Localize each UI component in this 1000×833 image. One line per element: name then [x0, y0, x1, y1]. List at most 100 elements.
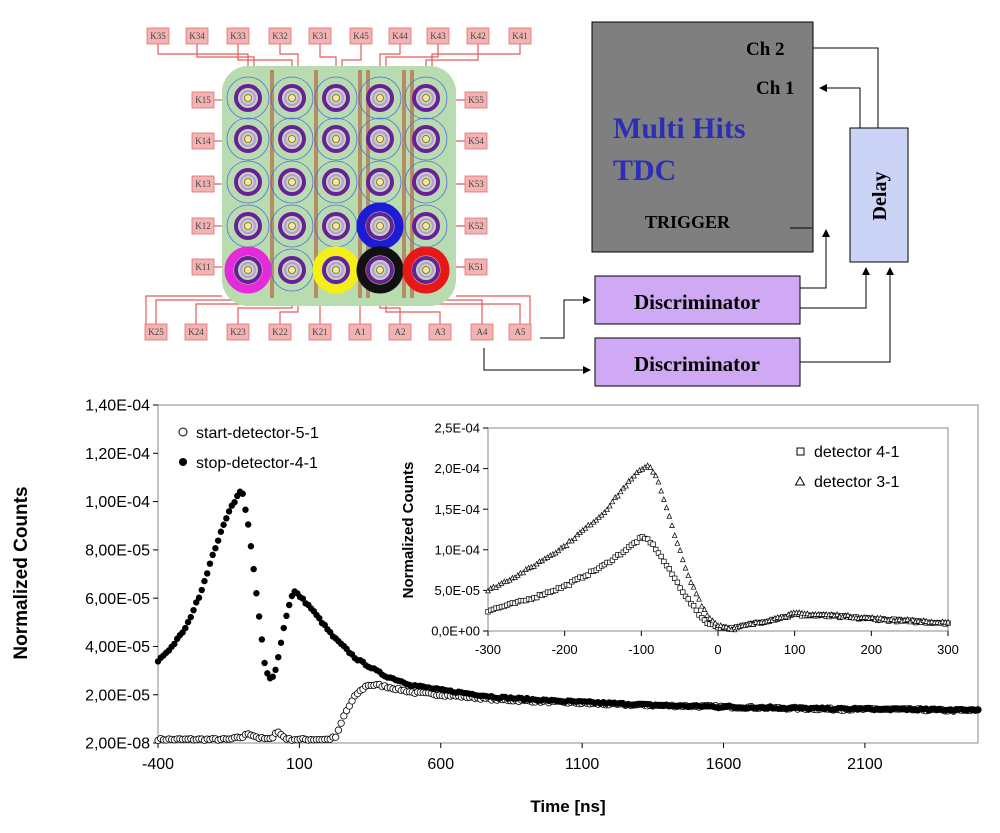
detector-r5-c1-ring — [234, 256, 262, 284]
detector-r1-c2-core — [288, 94, 296, 102]
detector-r5-c1-core — [244, 266, 252, 274]
inset-s2-point-69 — [671, 532, 678, 538]
discriminator-bottom-box — [594, 337, 801, 387]
pad-top-K45-label: K45 — [353, 31, 369, 41]
pad-top-K33-label: K33 — [230, 31, 246, 41]
inset-s1-point-18 — [534, 594, 540, 601]
main-s2-point-37 — [255, 613, 263, 620]
pad-bottom-A3-label: A3 — [435, 327, 446, 337]
inset-s2-point-13 — [520, 569, 527, 576]
detector-r4-c3-inner-ring — [328, 218, 344, 234]
wire-top-K32 — [279, 44, 299, 70]
detector-r1-c4-core — [376, 94, 384, 102]
detector-r2-c1-ring — [234, 125, 262, 153]
main-s2-point-300 — [974, 706, 982, 714]
inset-s1-point-65 — [661, 558, 667, 565]
detector-r2-c1-inner-ring — [240, 131, 256, 147]
inset-s2-point-36 — [582, 524, 589, 531]
detector-r1-c1-outline — [226, 76, 270, 120]
detector-r2-c2-core — [288, 135, 296, 143]
inset-ytick-label-0: 0,0E+00 — [431, 624, 480, 639]
main-s2-point-6 — [171, 640, 178, 648]
pad-bottom-K25-label: K25 — [148, 327, 164, 337]
detector-r2-c3-inner-ring — [328, 131, 344, 147]
main-s2-point-39 — [261, 659, 268, 667]
pad-top-K42-box — [466, 27, 490, 45]
main-s2-point-11 — [184, 618, 192, 626]
inset-s1-point-30 — [566, 582, 572, 588]
inset-s2-point-51 — [623, 482, 629, 489]
inset-s2-point-62 — [652, 472, 659, 479]
detector-r2-c4-inner-ring — [372, 131, 388, 147]
main-s1-point-67 — [337, 719, 345, 727]
main-s2-point-44 — [275, 653, 282, 661]
pad-bottom-A4-label: A4 — [477, 327, 488, 337]
inset-s1-point-37 — [585, 572, 591, 578]
legend-label-start-detector: start-detector-5-1 — [196, 425, 319, 442]
wire-frame-left — [145, 295, 222, 332]
inset-s2-point-81 — [704, 611, 711, 618]
legend-marker-start-detector — [178, 427, 188, 437]
detector-r3-c5-inner-ring — [418, 174, 434, 190]
detector-r3-c4-ring — [366, 168, 394, 196]
inset-plot-frame — [487, 427, 949, 632]
inset-axis-ticks: 0,0E+00 5,0E-05 1,0E-04 1,5E-04 2,0E-04 2,5E-… — [431, 421, 959, 657]
ch1-label: Ch 1 — [756, 78, 795, 99]
detector-r5-c1-inner-ring — [240, 262, 256, 278]
inset-s2-point-155 — [904, 616, 911, 622]
main-s2-point-26 — [225, 508, 233, 515]
inset-s2-point-46 — [609, 498, 616, 505]
inset-s2-point-71 — [677, 547, 683, 553]
pad-top-K33-box — [226, 27, 250, 45]
pad-left-K15-box — [191, 91, 215, 109]
detector-r1-c1-ring — [234, 84, 262, 112]
inset-s2-point-32 — [571, 535, 578, 541]
main-s2-point-13 — [190, 606, 197, 614]
detector-r5-c4-highlight-ring — [356, 246, 404, 294]
detector-r2-c5-core — [422, 135, 430, 143]
pad-left-K12-label: K12 — [195, 221, 211, 231]
main-s2-point-46 — [280, 624, 287, 632]
inset-xtick-label-0: -300 — [475, 642, 501, 657]
pad-top-K43-label: K43 — [430, 31, 446, 41]
inset-s2-point-78 — [696, 595, 702, 602]
detector-r2-c1-outline — [226, 117, 270, 161]
inset-s1-point-46 — [609, 557, 616, 563]
inset-xtick-label-1: -200 — [552, 642, 578, 657]
main-s1-point-65 — [332, 733, 340, 741]
discriminator-bottom-label: Discriminator — [634, 352, 760, 376]
signal-lines — [483, 47, 894, 374]
inset-s2-point-129 — [834, 611, 840, 617]
inset-xtick-label-3: 0 — [714, 642, 721, 657]
inset-s2-point-83 — [709, 617, 716, 624]
main-xtick-label-2: 600 — [427, 756, 454, 773]
pad-right-K53-box — [464, 175, 488, 193]
inset-s2-point-59 — [644, 462, 651, 469]
legend-label-stop-detector: stop-detector-4-1 — [196, 455, 318, 472]
pad-right-K52-label: K52 — [468, 221, 484, 231]
detector-r1-c3-ring — [322, 84, 350, 112]
inset-s2-point-53 — [628, 475, 635, 482]
main-s2-point-34 — [247, 543, 255, 550]
detector-grid — [224, 76, 450, 294]
inset-s2-point-118 — [804, 610, 811, 617]
detector-r3-c5-core — [422, 178, 430, 186]
inset-s2-point-48 — [615, 492, 621, 499]
detector-r2-c3-outline — [314, 117, 358, 161]
inset-s1-point-59 — [644, 536, 651, 542]
wire-top-K43 — [385, 44, 439, 70]
inset-s1-point-68 — [669, 571, 675, 577]
main-s2-point-38 — [258, 636, 266, 643]
detector-r3-c4-core — [376, 178, 384, 186]
detector-r5-c2-inner-ring — [284, 262, 300, 278]
main-s2-point-42 — [269, 673, 276, 680]
main-s2-point-21 — [212, 545, 219, 552]
inset-s2-point-142 — [869, 614, 876, 620]
detector-r4-c2-inner-ring — [284, 218, 300, 234]
detector-r4-c3-core — [332, 222, 340, 230]
inset-s2-point-133 — [845, 611, 851, 618]
inset-s2-point-80 — [701, 606, 708, 613]
trigger-label: TRIGGER — [645, 212, 731, 232]
inset-s1-point-62 — [653, 546, 659, 553]
main-legend: start-detector-5-1 stop-detector-4-1 — [178, 425, 319, 472]
